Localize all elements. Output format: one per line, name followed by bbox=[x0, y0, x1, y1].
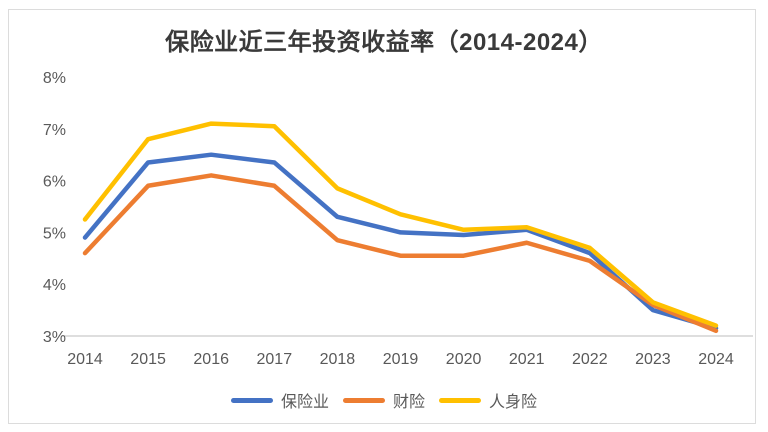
x-axis-tick-label: 2018 bbox=[320, 351, 356, 368]
chart-legend: 保险业 财险 人身险 bbox=[0, 388, 768, 412]
legend-label-life-insurance: 人身险 bbox=[489, 394, 538, 411]
chart-title: 保险业近三年投资收益率（2014-2024） bbox=[165, 29, 603, 56]
x-axis-tick-label: 2024 bbox=[698, 351, 734, 368]
x-axis-tick-label: 2021 bbox=[509, 351, 545, 368]
y-axis-tick-label: 5% bbox=[43, 225, 66, 242]
y-axis-tick-label: 4% bbox=[43, 277, 66, 294]
x-axis-tick-label: 2016 bbox=[193, 351, 229, 368]
y-axis-tick-label: 8% bbox=[43, 70, 66, 87]
y-axis-tick-label: 6% bbox=[43, 174, 66, 191]
legend-swatch-property-insurance bbox=[342, 397, 385, 403]
axis-layer: 8% 7% 6% 5% 4% 3%2014 2015 2016 2017 2018 2019 2020… bbox=[43, 70, 753, 368]
x-axis-tick-label: 2023 bbox=[635, 351, 671, 368]
y-axis-tick-label: 3% bbox=[43, 329, 66, 346]
x-axis-tick-label: 2014 bbox=[67, 351, 103, 368]
series-lines-layer bbox=[82, 121, 719, 334]
x-axis-tick-label: 2017 bbox=[257, 351, 293, 368]
legend-swatch-insurance-industry bbox=[230, 397, 273, 403]
legend-item-insurance-industry: 保险业 bbox=[230, 388, 329, 412]
x-axis-tick-label: 2015 bbox=[130, 351, 166, 368]
line-property-insurance bbox=[82, 173, 719, 334]
y-axis-tick-label: 7% bbox=[43, 122, 66, 139]
x-axis-tick-label: 2022 bbox=[572, 351, 608, 368]
x-axis-tick-label: 2019 bbox=[383, 351, 419, 368]
line-life-insurance bbox=[82, 121, 719, 328]
x-axis-tick-label: 2020 bbox=[446, 351, 482, 368]
legend-swatch-life-insurance bbox=[439, 397, 481, 403]
legend-label-insurance-industry: 保险业 bbox=[280, 394, 329, 411]
legend-item-life-insurance: 人身险 bbox=[439, 388, 537, 412]
line-insurance-industry bbox=[82, 152, 719, 331]
legend-item-property-insurance: 财险 bbox=[342, 388, 425, 412]
legend-label-property-insurance: 财险 bbox=[392, 394, 425, 411]
